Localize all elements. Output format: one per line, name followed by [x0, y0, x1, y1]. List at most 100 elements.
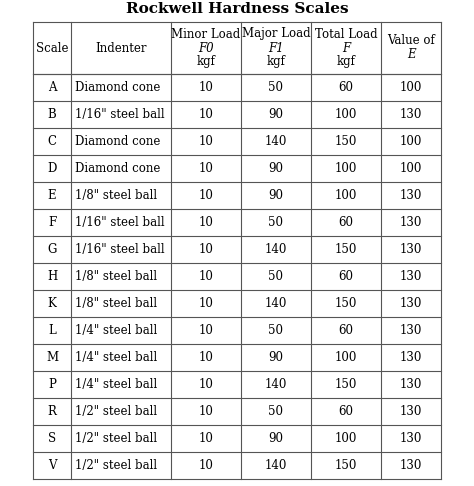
Text: 1/2" steel ball: 1/2" steel ball	[75, 432, 157, 445]
Text: 1/8" steel ball: 1/8" steel ball	[75, 297, 157, 310]
Text: 10: 10	[199, 324, 213, 337]
Text: 10: 10	[199, 351, 213, 364]
Text: 50: 50	[268, 405, 283, 418]
Text: 10: 10	[199, 378, 213, 391]
Text: 150: 150	[335, 243, 357, 256]
Text: M: M	[46, 351, 58, 364]
Text: Indenter: Indenter	[95, 41, 147, 54]
Text: 10: 10	[199, 243, 213, 256]
Text: 100: 100	[335, 108, 357, 121]
Text: D: D	[47, 162, 57, 175]
Text: 150: 150	[335, 378, 357, 391]
Text: 90: 90	[268, 432, 283, 445]
Text: 100: 100	[400, 135, 422, 148]
Text: 1/4" steel ball: 1/4" steel ball	[75, 351, 157, 364]
Text: 150: 150	[335, 135, 357, 148]
Text: V: V	[48, 459, 56, 472]
Text: Diamond cone: Diamond cone	[75, 135, 160, 148]
Text: 140: 140	[265, 243, 287, 256]
Text: 50: 50	[268, 216, 283, 229]
Text: 130: 130	[400, 270, 422, 283]
Text: 10: 10	[199, 162, 213, 175]
Text: 60: 60	[338, 216, 354, 229]
Text: 10: 10	[199, 216, 213, 229]
Text: L: L	[48, 324, 56, 337]
Text: 130: 130	[400, 378, 422, 391]
Text: 130: 130	[400, 189, 422, 202]
Text: 1/2" steel ball: 1/2" steel ball	[75, 459, 157, 472]
Text: 100: 100	[335, 189, 357, 202]
Text: Scale: Scale	[36, 41, 68, 54]
Text: Minor Load: Minor Load	[172, 28, 241, 40]
Text: P: P	[48, 378, 56, 391]
Text: Major Load: Major Load	[242, 28, 310, 40]
Text: 100: 100	[335, 432, 357, 445]
Text: kgf: kgf	[197, 55, 216, 69]
Text: 1/16" steel ball: 1/16" steel ball	[75, 216, 164, 229]
Text: F1: F1	[268, 41, 284, 54]
Text: 10: 10	[199, 108, 213, 121]
Text: Total Load: Total Load	[315, 28, 377, 40]
Text: 60: 60	[338, 81, 354, 94]
Text: K: K	[47, 297, 56, 310]
Text: 130: 130	[400, 324, 422, 337]
Text: 130: 130	[400, 432, 422, 445]
Text: 50: 50	[268, 324, 283, 337]
Text: 150: 150	[335, 297, 357, 310]
Text: F0: F0	[198, 41, 214, 54]
Text: 10: 10	[199, 459, 213, 472]
Text: 90: 90	[268, 189, 283, 202]
Text: 1/2" steel ball: 1/2" steel ball	[75, 405, 157, 418]
Text: E: E	[48, 189, 56, 202]
Text: 100: 100	[335, 351, 357, 364]
Text: 1/8" steel ball: 1/8" steel ball	[75, 189, 157, 202]
Text: 90: 90	[268, 108, 283, 121]
Text: kgf: kgf	[337, 55, 356, 69]
Text: 50: 50	[268, 270, 283, 283]
Text: S: S	[48, 432, 56, 445]
Text: 1/4" steel ball: 1/4" steel ball	[75, 324, 157, 337]
Text: F: F	[48, 216, 56, 229]
Text: 10: 10	[199, 81, 213, 94]
Text: Rockwell Hardness Scales: Rockwell Hardness Scales	[126, 2, 348, 16]
Text: B: B	[47, 108, 56, 121]
Text: 60: 60	[338, 405, 354, 418]
Text: 140: 140	[265, 135, 287, 148]
Text: 60: 60	[338, 324, 354, 337]
Text: 60: 60	[338, 270, 354, 283]
Text: 130: 130	[400, 108, 422, 121]
Text: 10: 10	[199, 189, 213, 202]
Text: 140: 140	[265, 459, 287, 472]
Text: 1/8" steel ball: 1/8" steel ball	[75, 270, 157, 283]
Text: Diamond cone: Diamond cone	[75, 162, 160, 175]
Text: 100: 100	[335, 162, 357, 175]
Text: Diamond cone: Diamond cone	[75, 81, 160, 94]
Text: 10: 10	[199, 135, 213, 148]
Text: 130: 130	[400, 405, 422, 418]
Text: A: A	[48, 81, 56, 94]
Text: F: F	[342, 41, 350, 54]
Text: 130: 130	[400, 351, 422, 364]
Text: 1/16" steel ball: 1/16" steel ball	[75, 108, 164, 121]
Text: 140: 140	[265, 378, 287, 391]
Text: 130: 130	[400, 459, 422, 472]
Text: 10: 10	[199, 270, 213, 283]
Text: 90: 90	[268, 351, 283, 364]
Text: 130: 130	[400, 243, 422, 256]
Text: 50: 50	[268, 81, 283, 94]
Text: 10: 10	[199, 405, 213, 418]
Text: G: G	[47, 243, 57, 256]
Text: 140: 140	[265, 297, 287, 310]
Text: 1/16" steel ball: 1/16" steel ball	[75, 243, 164, 256]
Text: 10: 10	[199, 297, 213, 310]
Text: 1/4" steel ball: 1/4" steel ball	[75, 378, 157, 391]
Text: 90: 90	[268, 162, 283, 175]
Text: H: H	[47, 270, 57, 283]
Text: Value of: Value of	[387, 35, 435, 48]
Text: C: C	[47, 135, 56, 148]
Text: 150: 150	[335, 459, 357, 472]
Text: 130: 130	[400, 216, 422, 229]
Text: 130: 130	[400, 297, 422, 310]
Text: 100: 100	[400, 81, 422, 94]
Text: E: E	[407, 49, 415, 62]
